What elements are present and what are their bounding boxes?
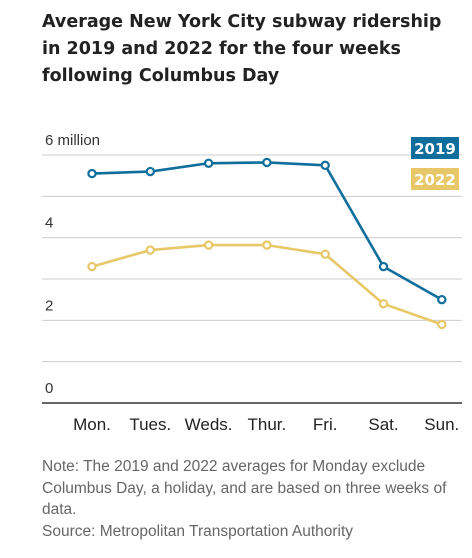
x-tick-label: Fri. [313, 415, 338, 434]
data-point-2019 [378, 261, 389, 272]
x-axis-ticks: Mon. Tues. Weds. Thur. Fri. Sat. Sun. [73, 415, 459, 434]
data-point-2022 [262, 240, 272, 250]
data-point-2022 [320, 249, 330, 259]
data-point-2019 [145, 166, 155, 177]
data-point-2022 [145, 245, 155, 255]
series-line-2022 [90, 243, 444, 326]
data-point-2022 [378, 299, 389, 309]
y-tick-label: 2 [45, 297, 53, 314]
data-point-2022 [437, 319, 447, 330]
line-chart: 0 2 4 6 million Mon. Tues. Weds. Thur. Fri. Sat.… [42, 132, 462, 434]
legend: 2019 2022 [411, 137, 459, 190]
x-tick-label: Sat. [368, 415, 398, 434]
x-tick-label: Mon. [73, 415, 111, 434]
x-tick-label: Sun. [424, 415, 459, 434]
data-point-2022 [203, 240, 214, 250]
legend-swatch-2022 [411, 168, 459, 190]
data-point-2019 [203, 158, 214, 168]
x-tick-label: Thur. [248, 415, 287, 434]
legend-label-2022: 2022 [414, 171, 456, 189]
legend-label-2019: 2019 [414, 140, 456, 158]
x-tick-label: Tues. [129, 415, 171, 434]
data-point-2019 [320, 160, 330, 171]
y-tick-label: 0 [45, 380, 53, 397]
data-point-2019 [262, 157, 272, 168]
legend-swatch-2019 [411, 137, 459, 159]
source-text: Source: Metropolitan Transportation Auth… [42, 522, 354, 540]
x-tick-label: Weds. [185, 415, 233, 434]
data-point-2019 [437, 294, 447, 305]
chart-notes: Note: The 2019 and 2022 averages for Mon… [42, 456, 462, 542]
series-lines [87, 157, 447, 330]
y-tick-label: 6 million [45, 132, 100, 149]
y-tick-label: 4 [45, 215, 53, 232]
gridlines [42, 154, 462, 404]
note-text: Note: The 2019 and 2022 averages for Mon… [42, 458, 447, 518]
chart-title: Average New York City subway ridership i… [42, 12, 442, 86]
data-point-2022 [87, 261, 97, 272]
y-axis-ticks: 0 2 4 6 million [45, 132, 100, 397]
data-point-2019 [87, 168, 97, 179]
